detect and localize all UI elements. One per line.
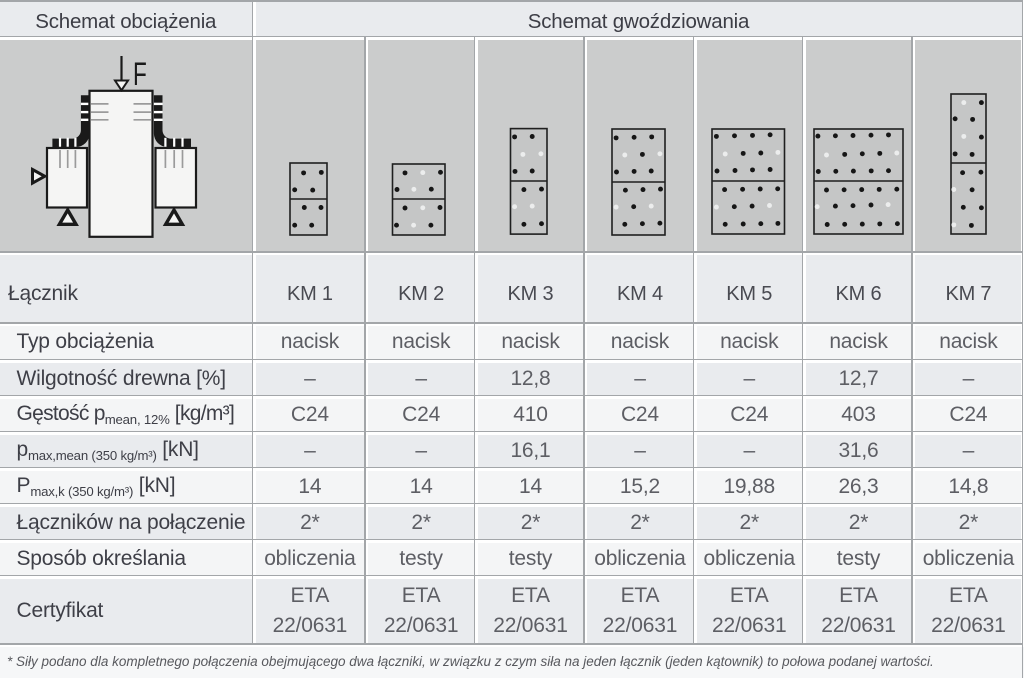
- svg-text:F: F: [133, 56, 147, 92]
